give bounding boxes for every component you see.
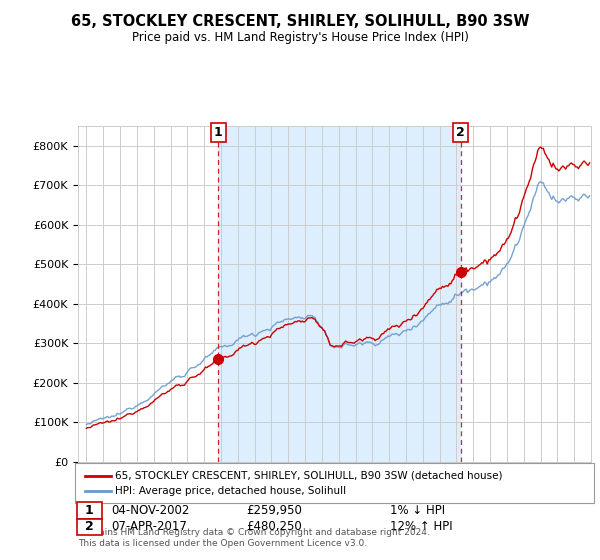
Text: 2: 2: [85, 520, 94, 534]
Text: 65, STOCKLEY CRESCENT, SHIRLEY, SOLIHULL, B90 3SW (detached house): 65, STOCKLEY CRESCENT, SHIRLEY, SOLIHULL…: [115, 471, 503, 481]
Text: 2: 2: [456, 126, 465, 139]
Text: 1: 1: [85, 503, 94, 517]
Text: Price paid vs. HM Land Registry's House Price Index (HPI): Price paid vs. HM Land Registry's House …: [131, 31, 469, 44]
Text: £480,250: £480,250: [246, 520, 302, 534]
Text: HPI: Average price, detached house, Solihull: HPI: Average price, detached house, Soli…: [115, 486, 346, 496]
Text: Contains HM Land Registry data © Crown copyright and database right 2024.
This d: Contains HM Land Registry data © Crown c…: [78, 528, 430, 548]
Text: £259,950: £259,950: [246, 503, 302, 517]
Text: 65, STOCKLEY CRESCENT, SHIRLEY, SOLIHULL, B90 3SW: 65, STOCKLEY CRESCENT, SHIRLEY, SOLIHULL…: [71, 14, 529, 29]
Text: 04-NOV-2002: 04-NOV-2002: [111, 503, 190, 517]
Text: 07-APR-2017: 07-APR-2017: [111, 520, 187, 534]
Text: 1: 1: [214, 126, 223, 139]
Bar: [218, 126, 461, 462]
Text: 1% ↓ HPI: 1% ↓ HPI: [390, 503, 445, 517]
Text: 12% ↑ HPI: 12% ↑ HPI: [390, 520, 452, 534]
